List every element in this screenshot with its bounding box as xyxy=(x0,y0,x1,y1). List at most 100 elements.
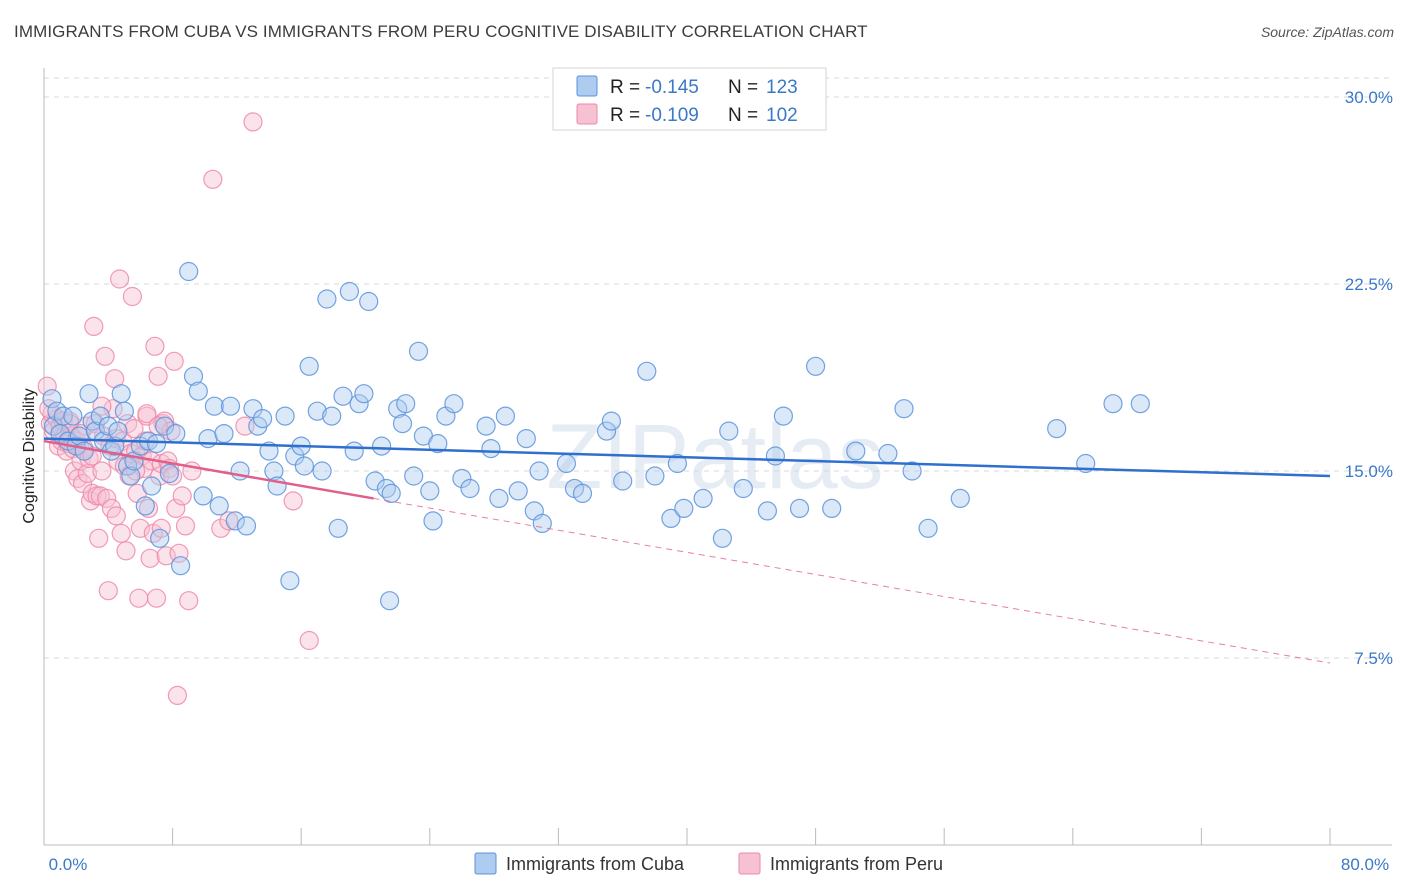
cuba-point xyxy=(508,481,528,501)
legend-n-label-peru: N = xyxy=(728,105,758,126)
cuba-point xyxy=(950,488,970,508)
cuba-point xyxy=(444,394,464,414)
peru-point xyxy=(129,588,149,608)
cuba-point xyxy=(159,463,179,484)
cuba-point xyxy=(404,466,424,486)
cuba-point xyxy=(354,384,374,404)
axes: 7.5% 15.0% 22.5% 30.0% 0.0% 80.0% xyxy=(43,68,1393,874)
cuba-point xyxy=(789,498,810,518)
cuba-point xyxy=(765,446,786,466)
peru-point xyxy=(166,498,186,518)
cuba-point xyxy=(918,518,938,538)
y-tick-label: 22.5% xyxy=(1345,275,1393,294)
cuba-point xyxy=(225,511,245,531)
cuba-point xyxy=(275,406,295,426)
cuba-point xyxy=(259,441,279,461)
series-legend-label-peru: Immigrants from Peru xyxy=(770,854,943,874)
peru-point xyxy=(299,630,319,651)
peru-point xyxy=(116,541,136,561)
cuba-point xyxy=(42,389,62,409)
cuba-point xyxy=(613,471,633,491)
peru-point xyxy=(37,376,57,396)
cuba-point xyxy=(155,416,175,436)
series-legend-swatch-cuba xyxy=(474,852,497,875)
cuba-point xyxy=(423,511,443,531)
cuba-point xyxy=(420,481,440,501)
cuba-point xyxy=(322,406,342,426)
peru-point xyxy=(219,511,239,531)
peru-point xyxy=(92,461,112,481)
peru-point xyxy=(148,366,168,386)
cuba-point xyxy=(396,394,416,414)
cuba-point xyxy=(150,528,170,548)
cuba-point xyxy=(392,414,413,434)
legend-n-label-cuba: N = xyxy=(728,77,758,98)
gridlines xyxy=(44,77,1392,659)
trend-lines xyxy=(43,437,1331,664)
cuba-point xyxy=(312,461,332,481)
peru-point xyxy=(106,506,126,526)
peru-point xyxy=(80,491,101,511)
cuba-point xyxy=(74,441,94,461)
points xyxy=(37,112,1150,706)
legend-r-label-peru: R = xyxy=(610,105,640,126)
peru-point xyxy=(179,591,199,611)
cuba-point xyxy=(381,483,401,503)
y-axis-label: Cognitive Disability xyxy=(21,388,38,523)
cuba-point xyxy=(90,406,110,426)
y-tick-label: 15.0% xyxy=(1345,462,1393,481)
cuba-point xyxy=(476,416,496,436)
cuba-point xyxy=(674,498,694,518)
cuba-point xyxy=(902,461,922,481)
legend-r-label-cuba: R = xyxy=(610,77,640,98)
cuba-point xyxy=(601,411,622,431)
cuba-point xyxy=(894,399,914,419)
cuba-point xyxy=(79,384,99,404)
cuba-point xyxy=(719,421,739,441)
cuba-point xyxy=(214,424,234,444)
cuba-point xyxy=(495,406,515,426)
peru-point xyxy=(167,685,187,706)
cuba-point xyxy=(596,421,617,441)
cuba-point xyxy=(452,468,472,489)
cuba-point xyxy=(135,496,155,516)
cuba-point xyxy=(372,436,392,456)
cuba-point xyxy=(516,429,536,449)
trend-line-cuba xyxy=(43,437,1331,478)
peru-point xyxy=(283,491,303,511)
peru-point xyxy=(203,169,223,189)
peru-point xyxy=(243,112,263,132)
cuba-point xyxy=(773,406,794,426)
chart-title: IMMIGRANTS FROM CUBA VS IMMIGRANTS FROM … xyxy=(14,22,868,41)
cuba-point xyxy=(489,488,509,508)
cuba-point xyxy=(428,434,448,454)
cuba-point xyxy=(328,518,348,538)
trend-line-peru-extension xyxy=(373,497,1331,664)
peru-point xyxy=(155,411,175,431)
trend-line-peru xyxy=(43,439,374,500)
cuba-point xyxy=(333,386,353,406)
cuba-point xyxy=(693,488,713,508)
cuba-point xyxy=(220,396,241,416)
cuba-point xyxy=(822,498,842,518)
legend-swatch-cuba xyxy=(576,75,598,97)
peru-point xyxy=(72,473,93,494)
cuba-point xyxy=(142,476,162,496)
peru-point xyxy=(169,543,189,563)
cuba-point xyxy=(171,556,191,576)
peru-point xyxy=(164,351,184,371)
cuba-point xyxy=(188,381,208,401)
cuba-point xyxy=(757,501,778,521)
cuba-point xyxy=(53,406,73,426)
peru-point xyxy=(95,346,115,366)
x-tick-label: 0.0% xyxy=(49,855,88,874)
peru-point xyxy=(124,419,144,439)
series-legend: Immigrants from Cuba Immigrants from Per… xyxy=(474,852,943,875)
peru-point xyxy=(138,498,159,518)
cuba-point xyxy=(108,421,128,441)
legend-swatch-peru xyxy=(576,103,598,125)
legend-r-value-cuba: -0.145 xyxy=(645,77,699,98)
cuba-point xyxy=(408,341,429,361)
cuba-point xyxy=(146,434,167,454)
